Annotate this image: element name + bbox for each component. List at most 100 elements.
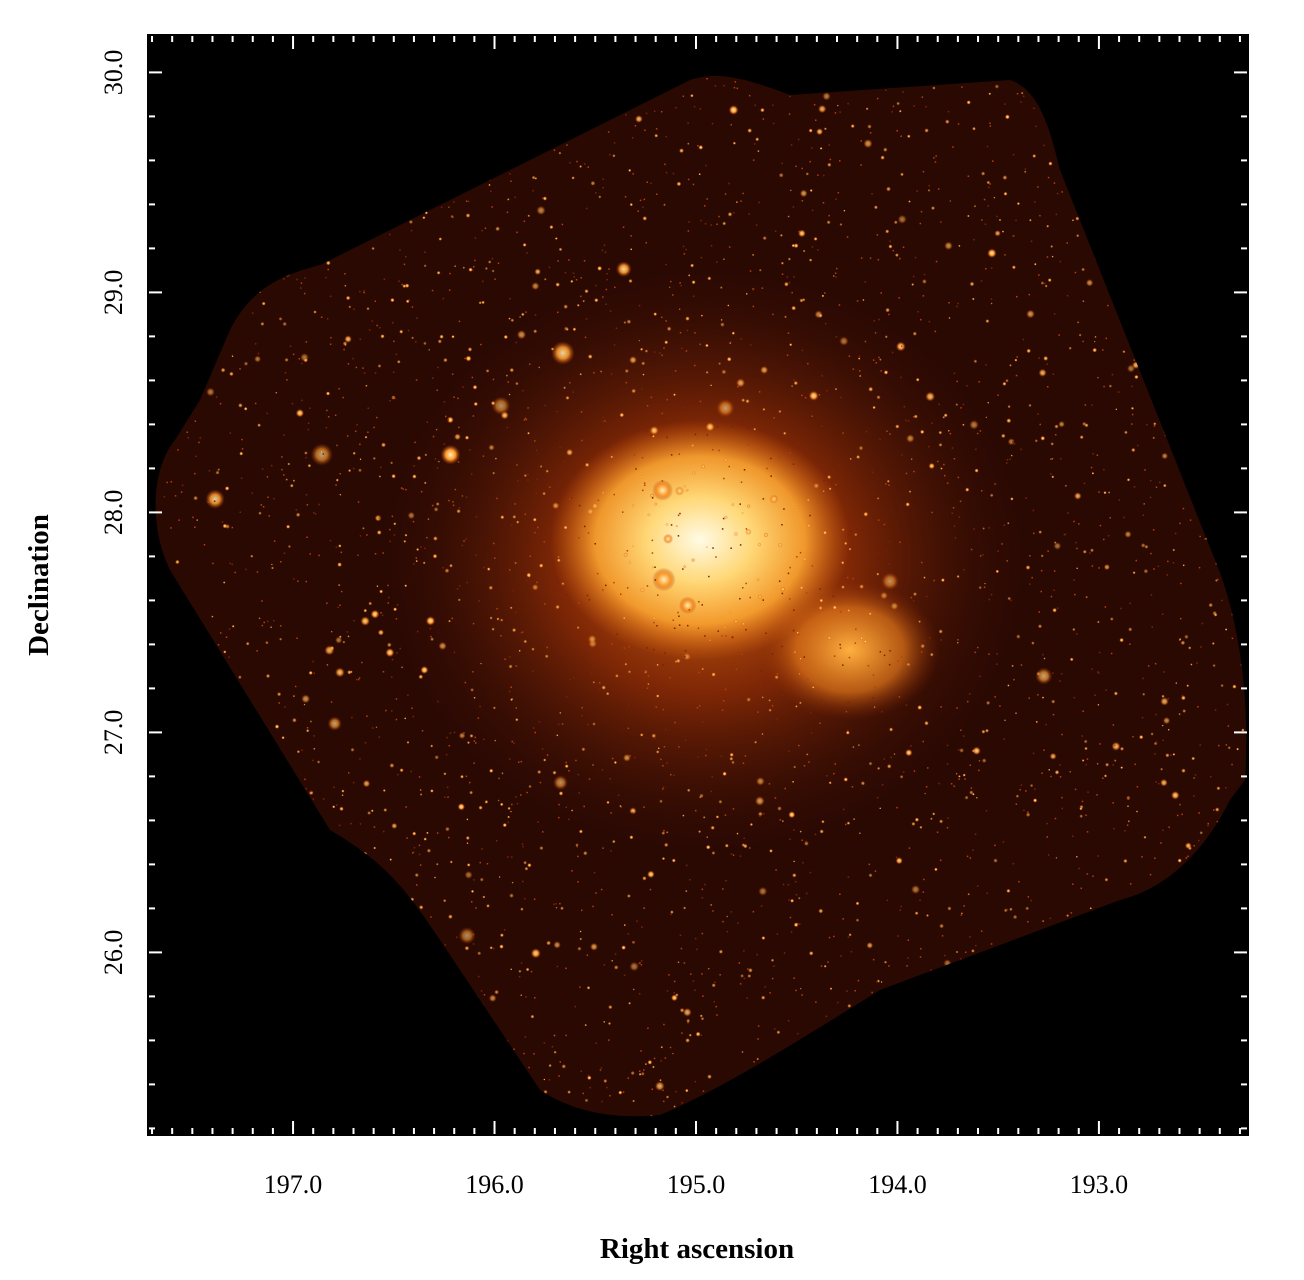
point-source bbox=[449, 860, 453, 864]
noise bbox=[713, 1001, 715, 1003]
noise bbox=[772, 313, 774, 316]
x-tick-label: 197.0 bbox=[264, 1170, 323, 1199]
noise bbox=[1020, 448, 1022, 451]
x-tick-label: 193.0 bbox=[1070, 1170, 1129, 1199]
cluster-core bbox=[550, 420, 850, 660]
point-source bbox=[707, 1074, 712, 1080]
point-source bbox=[661, 857, 666, 861]
noise bbox=[534, 997, 536, 999]
point-source bbox=[939, 923, 944, 929]
point-source bbox=[652, 1065, 655, 1069]
noise bbox=[580, 295, 582, 298]
point-source bbox=[994, 84, 1000, 89]
noise bbox=[938, 782, 940, 785]
noise bbox=[811, 565, 814, 567]
noise bbox=[635, 468, 637, 470]
noise bbox=[1092, 875, 1094, 877]
noise bbox=[906, 965, 908, 967]
noise bbox=[722, 888, 724, 890]
point-source bbox=[629, 961, 639, 972]
noise bbox=[975, 448, 977, 451]
point-source bbox=[731, 331, 735, 335]
noise bbox=[1150, 479, 1152, 482]
noise bbox=[1134, 763, 1136, 766]
noise bbox=[534, 731, 536, 734]
noise bbox=[620, 806, 622, 808]
noise bbox=[335, 484, 337, 486]
noise bbox=[305, 456, 307, 459]
point-source bbox=[660, 1045, 664, 1049]
point-source bbox=[677, 961, 680, 964]
point-source bbox=[337, 583, 341, 587]
point-source bbox=[480, 662, 482, 665]
noise bbox=[661, 354, 663, 357]
noise bbox=[452, 501, 454, 503]
noise bbox=[957, 302, 959, 305]
noise bbox=[811, 147, 813, 149]
noise bbox=[610, 373, 613, 375]
noise bbox=[726, 930, 729, 933]
noise bbox=[736, 87, 739, 90]
noise bbox=[1207, 822, 1209, 825]
point-source bbox=[500, 618, 504, 622]
noise bbox=[520, 962, 523, 964]
noise bbox=[616, 633, 618, 635]
noise bbox=[739, 598, 741, 600]
noise bbox=[713, 696, 716, 699]
noise bbox=[472, 415, 475, 417]
noise bbox=[1225, 744, 1228, 746]
noise bbox=[432, 377, 434, 379]
noise bbox=[1201, 622, 1204, 625]
point-source bbox=[491, 627, 495, 631]
point-source bbox=[352, 451, 356, 455]
noise bbox=[491, 257, 494, 260]
noise bbox=[644, 484, 646, 486]
point-source bbox=[419, 793, 423, 796]
point-source bbox=[1006, 418, 1012, 424]
point-source bbox=[855, 918, 860, 922]
noise bbox=[1162, 739, 1164, 742]
noise bbox=[857, 979, 860, 982]
x-axis-label: Right ascension bbox=[600, 1233, 794, 1265]
noise bbox=[338, 388, 340, 390]
noise bbox=[240, 477, 243, 479]
noise bbox=[1059, 764, 1061, 766]
point-source bbox=[777, 542, 783, 548]
point-source bbox=[793, 243, 799, 249]
noise bbox=[890, 756, 893, 759]
noise bbox=[978, 760, 981, 762]
noise bbox=[327, 416, 330, 418]
noise bbox=[539, 781, 542, 784]
point-source bbox=[1043, 657, 1046, 660]
noise bbox=[701, 888, 704, 891]
point-source bbox=[1054, 424, 1059, 429]
point-source bbox=[849, 457, 852, 461]
point-source bbox=[435, 862, 439, 866]
point-source bbox=[507, 198, 510, 201]
noise bbox=[609, 778, 611, 780]
noise bbox=[845, 710, 848, 713]
point-source bbox=[806, 523, 812, 528]
point-source bbox=[1007, 684, 1010, 687]
noise bbox=[565, 967, 567, 970]
point-source bbox=[532, 517, 537, 522]
point-source bbox=[939, 819, 944, 824]
noise bbox=[762, 118, 765, 120]
noise bbox=[670, 454, 673, 456]
noise bbox=[808, 761, 810, 763]
point-source bbox=[422, 561, 426, 565]
point-source bbox=[332, 805, 336, 809]
noise bbox=[471, 901, 473, 903]
point-source bbox=[1074, 492, 1082, 500]
noise bbox=[719, 974, 721, 976]
point-source bbox=[921, 279, 927, 284]
noise bbox=[644, 671, 646, 673]
noise bbox=[860, 140, 862, 142]
noise bbox=[694, 433, 697, 436]
point-source bbox=[1048, 161, 1053, 166]
point-source bbox=[260, 321, 265, 326]
noise bbox=[515, 665, 518, 667]
noise bbox=[896, 130, 898, 132]
noise bbox=[716, 1014, 718, 1016]
noise bbox=[1012, 153, 1015, 156]
